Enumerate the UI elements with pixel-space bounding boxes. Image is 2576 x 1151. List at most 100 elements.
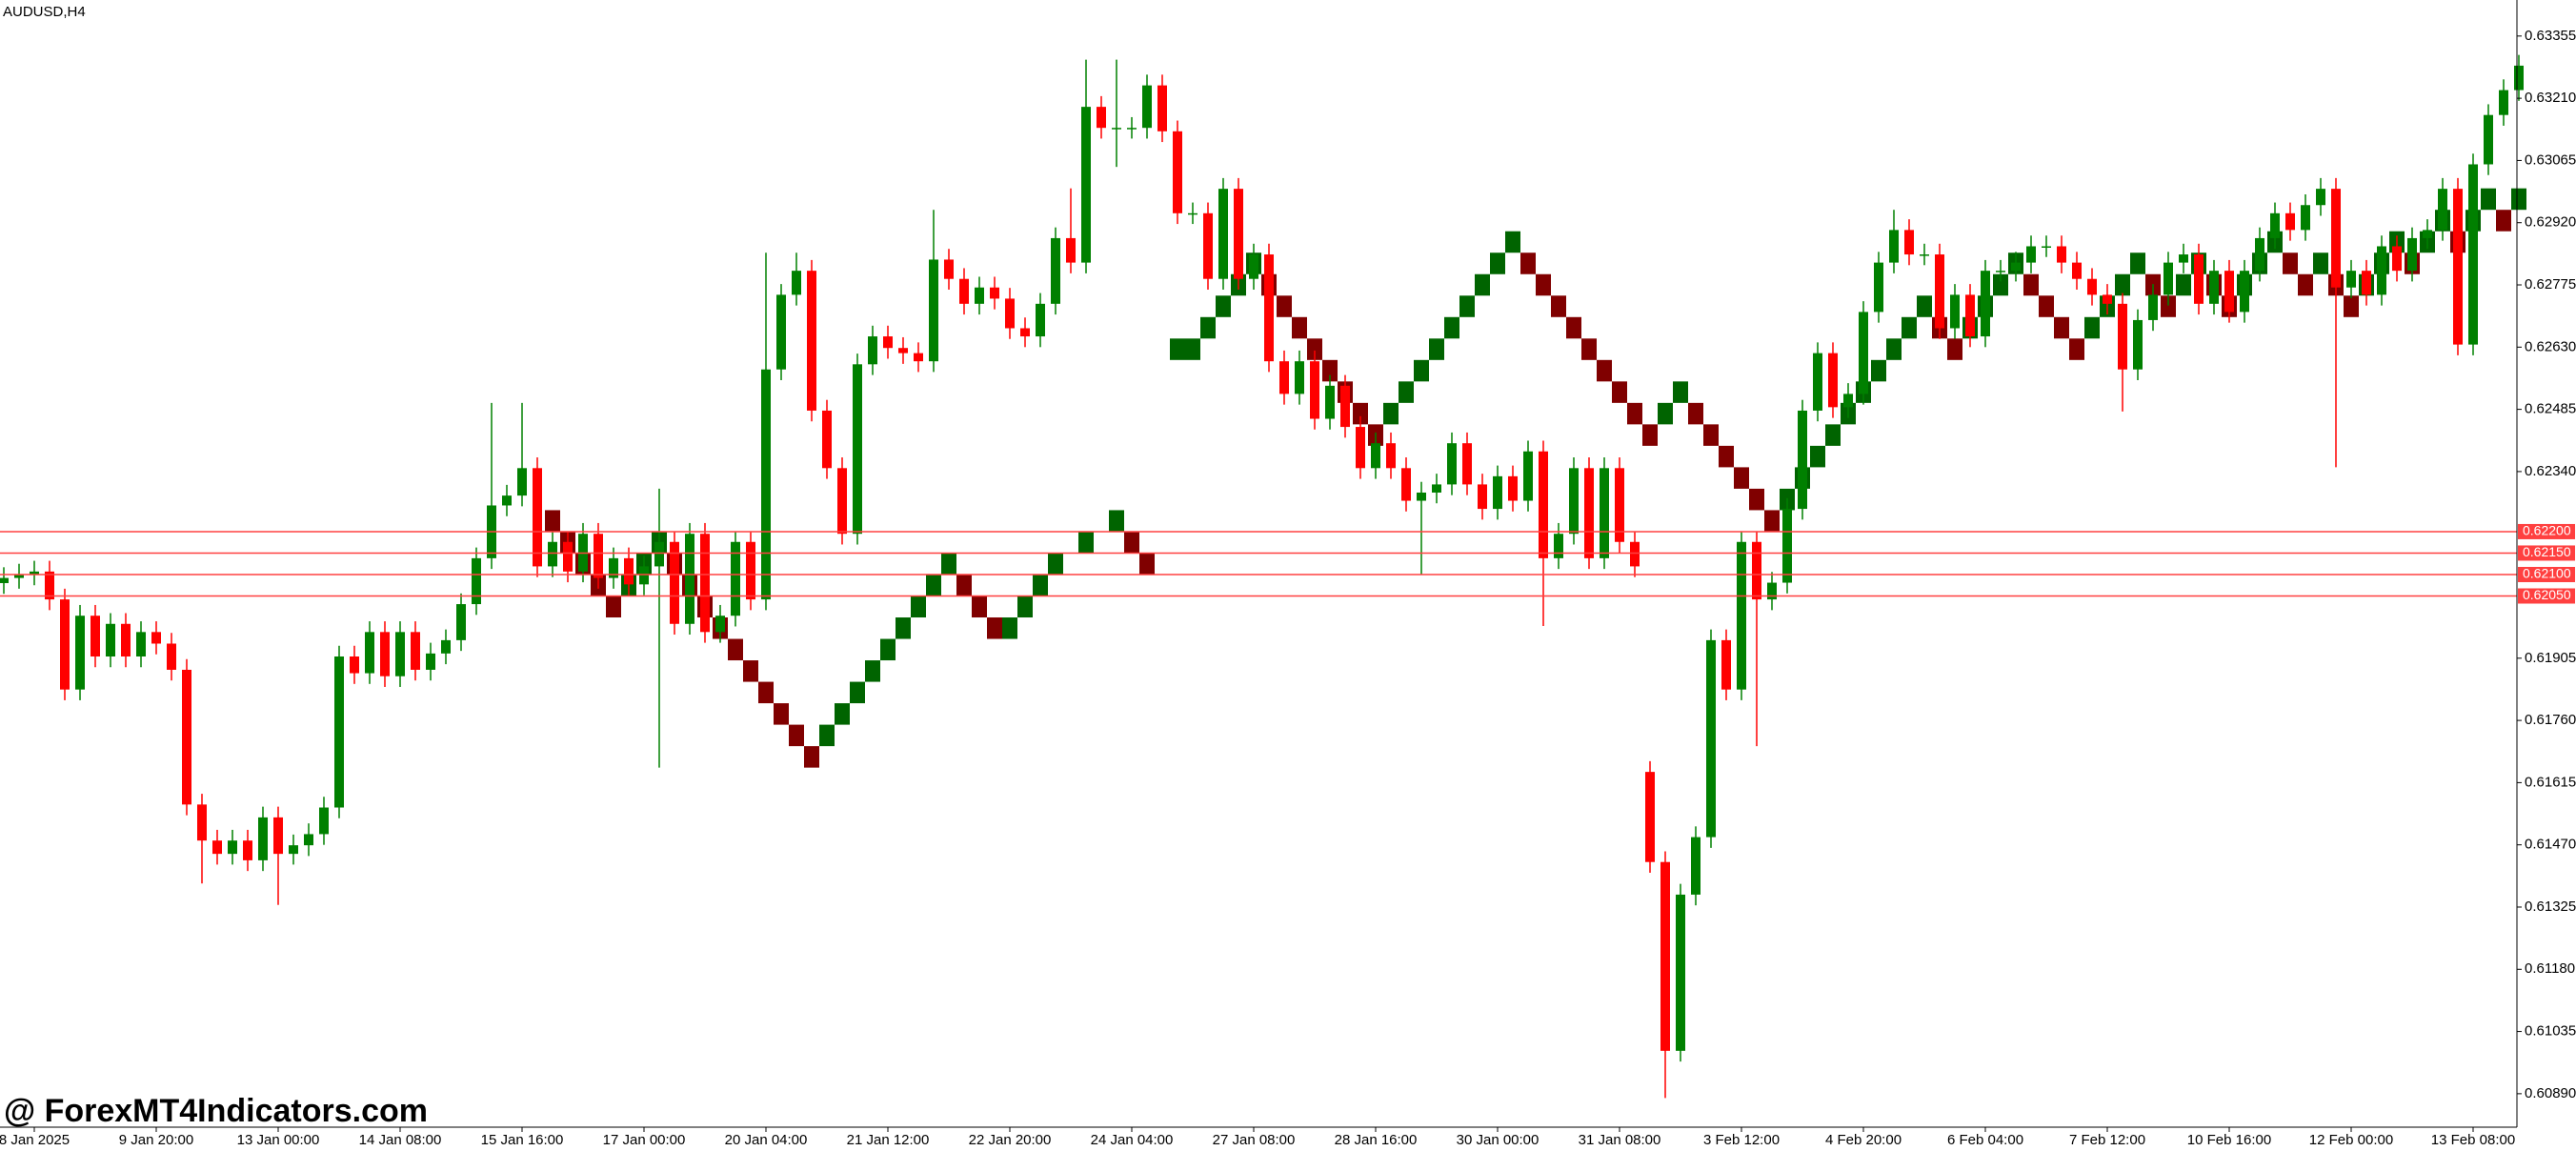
renko-brick [1719, 445, 1734, 468]
candle-body [1401, 468, 1411, 501]
candle-body [273, 817, 283, 855]
candle-body [1295, 361, 1304, 394]
candle-body [2270, 212, 2280, 238]
candle-body [106, 623, 115, 656]
renko-brick [1017, 596, 1033, 618]
candle-body [929, 259, 938, 362]
candle-body [2331, 189, 2341, 288]
candle-body [1234, 189, 1243, 279]
candle-body [1782, 509, 1792, 583]
y-tick-label: 0.61905 [2525, 650, 2576, 666]
x-tick-label: 4 Feb 20:00 [1825, 1132, 1902, 1148]
renko-brick [728, 638, 743, 661]
candle-body [761, 369, 771, 600]
renko-brick [789, 724, 804, 747]
renko-brick [1764, 510, 1780, 532]
candle-body [2163, 262, 2173, 295]
renko-brick [1581, 338, 1597, 360]
renko-brick [1810, 445, 1825, 468]
y-tick-label: 0.61760 [2525, 712, 2576, 728]
candle-body [1721, 639, 1731, 690]
candle-body [2011, 262, 2021, 272]
candle-body [2179, 254, 2188, 263]
candle-body [914, 353, 923, 362]
candle-body [2346, 271, 2356, 288]
x-tick-label: 17 Jan 00:00 [603, 1132, 686, 1148]
candle-body [182, 669, 191, 805]
candle-body [654, 541, 664, 567]
renko-brick [1947, 338, 1962, 360]
candle-body [14, 574, 24, 578]
candle-body [1645, 772, 1655, 862]
renko-brick [819, 724, 835, 747]
renko-brick [545, 510, 560, 532]
candle-body [2026, 246, 2036, 263]
renko-brick [1414, 359, 1429, 382]
candle-body [2499, 90, 2508, 115]
candle-body [1020, 328, 1030, 337]
candle-body [2468, 164, 2478, 345]
candle-body [1310, 361, 1319, 419]
y-tick-label: 0.61325 [2525, 899, 2576, 915]
y-tick-label: 0.61615 [2525, 774, 2576, 790]
candle-body [990, 287, 999, 299]
x-tick-label: 31 Jan 08:00 [1579, 1132, 1661, 1148]
renko-brick [1658, 402, 1673, 425]
renko-brick [1383, 402, 1399, 425]
candle-body [1157, 85, 1167, 131]
candle-body [1554, 534, 1563, 558]
candle-body [2392, 246, 2402, 272]
renko-brick [880, 638, 896, 661]
candle-body [1660, 861, 1670, 1051]
renko-brick [1292, 316, 1307, 339]
x-tick-label: 3 Feb 12:00 [1703, 1132, 1780, 1148]
renko-brick [1749, 488, 1764, 511]
candle-body [411, 632, 420, 670]
candle-body [1386, 443, 1396, 469]
x-tick-label: 22 Jan 20:00 [969, 1132, 1052, 1148]
renko-brick [926, 574, 941, 596]
level-label: 0.62200 [2523, 523, 2571, 538]
candle-body [2072, 262, 2082, 279]
renko-brick [743, 660, 758, 682]
candle-body [959, 278, 969, 304]
renko-brick [1871, 359, 1886, 382]
candle-body [1127, 128, 1137, 130]
x-tick-label: 12 Feb 00:00 [2309, 1132, 2393, 1148]
candle-body [594, 534, 603, 578]
candle-body [2224, 271, 2234, 313]
x-tick-label: 24 Jan 04:00 [1091, 1132, 1174, 1148]
renko-brick [2069, 338, 2084, 360]
x-tick-label: 15 Jan 16:00 [481, 1132, 564, 1148]
renko-brick [1399, 381, 1414, 403]
candle-body [1356, 427, 1365, 469]
renko-brick [1642, 424, 1658, 446]
candle-body [2285, 212, 2295, 231]
renko-brick [774, 703, 789, 725]
renko-brick [956, 574, 972, 596]
candle-body [2423, 230, 2432, 238]
candle-body [1188, 212, 1197, 215]
y-tick-label: 0.63065 [2525, 151, 2576, 168]
candle-body [0, 577, 9, 583]
renko-brick [911, 596, 926, 618]
y-tick-label: 0.62485 [2525, 401, 2576, 417]
renko-brick [1124, 531, 1139, 554]
candle-body [151, 632, 161, 644]
candle-body [685, 534, 694, 624]
renko-brick [2084, 316, 2100, 339]
candle-body [441, 639, 451, 654]
y-tick-label: 0.61035 [2525, 1023, 2576, 1040]
candle-body [1889, 230, 1899, 263]
candle-body [776, 294, 786, 370]
renko-brick [1902, 316, 1917, 339]
candle-body [837, 468, 847, 535]
candle-body [1859, 312, 1868, 394]
candle-body [609, 557, 618, 578]
candle-body [563, 541, 573, 572]
candle-body [2042, 246, 2051, 248]
candle-body [1325, 385, 1335, 419]
candle-body [228, 840, 237, 855]
candle-body [395, 632, 405, 676]
level-label-bg [2518, 566, 2575, 582]
